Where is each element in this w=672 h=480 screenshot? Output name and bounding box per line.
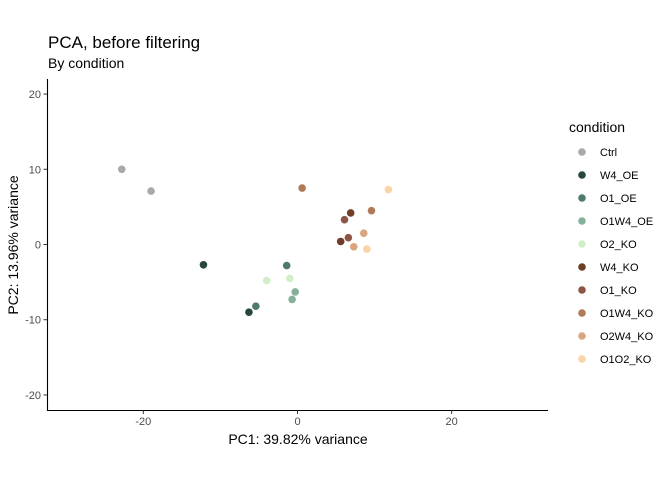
legend-key bbox=[578, 355, 586, 363]
data-point bbox=[367, 206, 376, 215]
legend-label: O2W4_KO bbox=[600, 331, 654, 343]
data-point bbox=[298, 184, 306, 192]
legend-label: O1W4_KO bbox=[600, 308, 654, 320]
data-point bbox=[346, 209, 355, 217]
x-tick-label: 0 bbox=[294, 416, 300, 428]
legend-label: O1_OE bbox=[600, 193, 637, 205]
data-point bbox=[117, 165, 126, 174]
y-tick-label: 0 bbox=[35, 240, 41, 252]
y-tick-label: -20 bbox=[25, 390, 41, 402]
data-point bbox=[384, 185, 393, 194]
y-tick-label: 20 bbox=[29, 89, 41, 101]
legend-label: O1_KO bbox=[600, 285, 637, 297]
legend-key bbox=[578, 171, 586, 179]
legend: condition Ctrl W4_OE O1_OE O1W4_OE O2_KO W4_K… bbox=[569, 119, 654, 366]
data-point bbox=[245, 308, 253, 317]
data-point bbox=[262, 276, 271, 285]
legend-key bbox=[578, 240, 586, 248]
data-point bbox=[291, 288, 299, 296]
data-point bbox=[336, 237, 345, 246]
data-point bbox=[252, 302, 260, 310]
data-point bbox=[344, 233, 353, 242]
legend-key bbox=[578, 217, 586, 225]
legend-key bbox=[578, 332, 586, 340]
x-tick-label: 20 bbox=[446, 416, 458, 428]
legend-label: Ctrl bbox=[600, 147, 617, 159]
data-point bbox=[363, 245, 371, 253]
legend-key bbox=[578, 286, 586, 294]
legend-label: W4_OE bbox=[600, 170, 639, 182]
data-point bbox=[282, 261, 291, 270]
data-point bbox=[285, 274, 294, 283]
data-point bbox=[288, 295, 296, 304]
x-axis-title: PC1: 39.82% variance bbox=[228, 431, 368, 447]
x-ticks: -20 0 20 bbox=[135, 410, 458, 428]
data-point bbox=[359, 229, 368, 238]
legend-key bbox=[578, 148, 586, 156]
axes bbox=[46, 79, 548, 412]
chart-title: PCA, before filtering bbox=[48, 33, 200, 52]
legend-label: O2_KO bbox=[600, 239, 637, 251]
legend-label: O1O2_KO bbox=[600, 354, 652, 366]
y-tick-label: -10 bbox=[25, 315, 41, 327]
x-tick-label: -20 bbox=[135, 416, 151, 428]
legend-title: condition bbox=[569, 119, 625, 135]
legend-label: W4_KO bbox=[600, 262, 639, 274]
y-axis-title: PC2: 13.96% variance bbox=[5, 175, 21, 315]
legend-label: O1W4_OE bbox=[600, 216, 653, 228]
legend-key bbox=[578, 194, 586, 202]
legend-key bbox=[578, 309, 586, 317]
data-point bbox=[349, 242, 358, 251]
y-ticks: -20 -10 0 10 20 bbox=[25, 89, 47, 402]
chart-subtitle: By condition bbox=[48, 55, 124, 71]
data-point bbox=[147, 187, 155, 195]
data-point bbox=[199, 261, 208, 269]
data-point bbox=[340, 215, 349, 224]
legend-key bbox=[578, 263, 586, 271]
y-tick-label: 10 bbox=[29, 164, 41, 176]
data-points bbox=[117, 165, 393, 317]
